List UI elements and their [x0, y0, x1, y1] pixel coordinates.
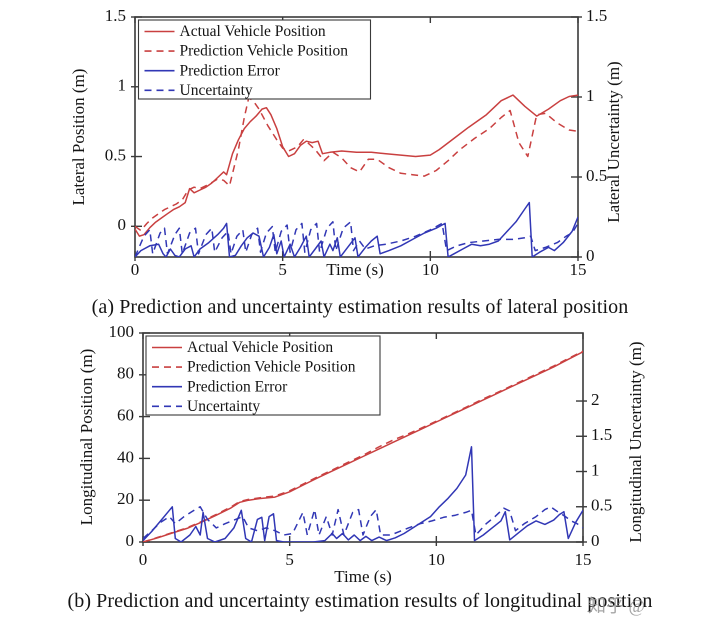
legend-box — [137, 19, 372, 100]
x-axis-label: Time (s) — [326, 260, 383, 279]
x-axis-label: Time (s) — [334, 567, 391, 586]
series-actual-vehicle-position — [135, 94, 578, 237]
legend-label-prediction-error: Prediction Error — [180, 62, 281, 79]
y-tick-left-label: 0 — [126, 531, 135, 550]
series-prediction-error — [143, 446, 583, 542]
series-prediction-error — [135, 201, 578, 257]
x-tick-label: 15 — [575, 550, 592, 569]
x-tick-label: 10 — [428, 550, 445, 569]
y-tick-left-label: 20 — [117, 489, 134, 508]
y-tick-left-label: 1.5 — [105, 6, 126, 25]
legend-label-actual-vehicle-position: Actual Vehicle Position — [187, 339, 333, 356]
series-uncertainty — [135, 221, 578, 257]
series-uncertainty — [143, 506, 583, 540]
y-tick-right-label: 1 — [591, 460, 600, 479]
y-tick-left-label: 100 — [109, 322, 135, 341]
x-tick-label: 5 — [285, 550, 294, 569]
legend-label-prediction-error: Prediction Error — [187, 378, 288, 395]
y-tick-left-label: 0.5 — [105, 145, 126, 164]
x-tick-label: 0 — [131, 260, 140, 279]
y-axis-label-right: Longitudinal Uncertainty (m) — [626, 341, 645, 542]
y-tick-right-label: 1 — [586, 86, 595, 105]
y-tick-right-label: 1.5 — [586, 6, 607, 25]
y-tick-right-label: 2 — [591, 390, 600, 409]
y-tick-left-label: 80 — [117, 364, 134, 383]
series-prediction-vehicle-position — [135, 97, 578, 232]
legend-label-actual-vehicle-position: Actual Vehicle Position — [180, 23, 326, 40]
legend-label-prediction-vehicle-position: Prediction Vehicle Position — [187, 359, 356, 376]
y-axis-label-left: Lateral Position (m) — [69, 69, 88, 206]
y-tick-left-label: 0 — [118, 215, 127, 234]
x-tick-label: 10 — [422, 260, 439, 279]
legend-box — [145, 335, 381, 416]
y-tick-right-label: 0 — [591, 531, 600, 550]
series-group — [143, 350, 583, 542]
legend-label-uncertainty: Uncertainty — [180, 82, 253, 99]
y-tick-right-label: 0.5 — [591, 496, 612, 515]
series-prediction-vehicle-position — [143, 350, 583, 542]
legend-label-prediction-vehicle-position: Prediction Vehicle Position — [180, 43, 349, 60]
plot-box — [142, 332, 584, 543]
y-tick-right-label: 0.5 — [586, 166, 607, 185]
x-tick-label: 15 — [570, 260, 587, 279]
legend-label-uncertainty: Uncertainty — [187, 398, 260, 415]
y-axis-label-left: Longitudinal Position (m) — [77, 349, 96, 526]
y-tick-left-label: 1 — [118, 76, 127, 95]
series-group — [135, 94, 578, 257]
x-tick-label: 5 — [278, 260, 287, 279]
caption-longitudinal: (b) Prediction and uncertainty estimatio… — [67, 590, 653, 612]
plot-box — [134, 16, 579, 258]
caption-lateral: (a) Prediction and uncertainty estimatio… — [91, 296, 629, 318]
y-tick-right-label: 0 — [586, 246, 595, 265]
y-axis-label-right: Lateral Uncertainty (m) — [604, 61, 623, 222]
y-tick-right-label: 1.5 — [591, 425, 612, 444]
y-tick-left-label: 40 — [117, 447, 134, 466]
y-tick-left-label: 60 — [117, 406, 134, 425]
x-tick-label: 0 — [139, 550, 148, 569]
